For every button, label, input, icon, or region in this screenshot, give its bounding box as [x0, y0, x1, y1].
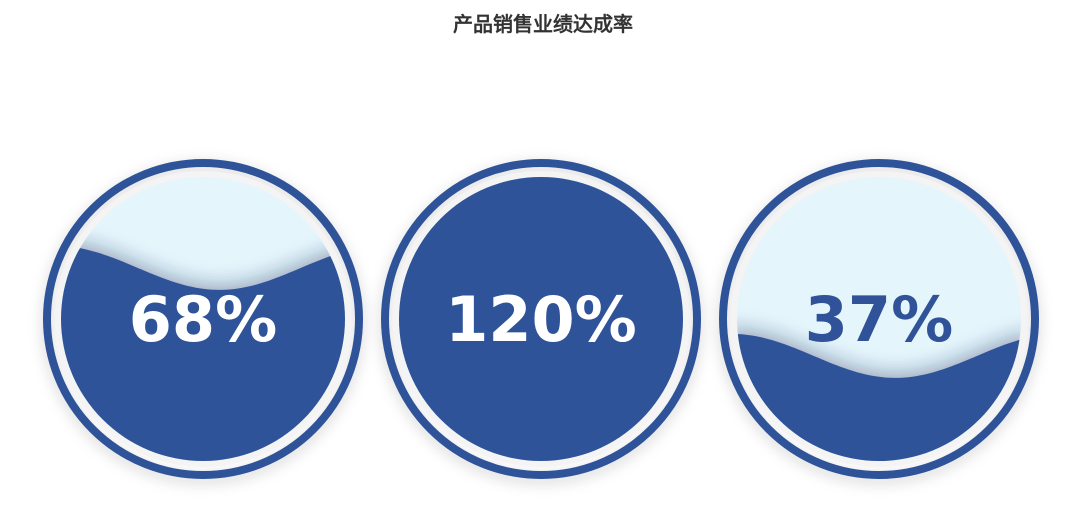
value-label: 68%	[129, 283, 277, 356]
liquid-ball-3: 37%	[719, 159, 1039, 479]
liquid-ball-2: 120%	[381, 159, 701, 479]
value-label: 120%	[445, 283, 637, 356]
outer-ring	[43, 159, 363, 479]
liquid-ball-1: 68%	[43, 159, 363, 479]
wave	[399, 177, 683, 461]
wave	[61, 245, 345, 461]
outer-ring	[719, 159, 1039, 479]
chart-title: 产品销售业绩达成率	[453, 12, 633, 36]
value-label: 37%	[805, 283, 953, 356]
outer-ring	[381, 159, 701, 479]
